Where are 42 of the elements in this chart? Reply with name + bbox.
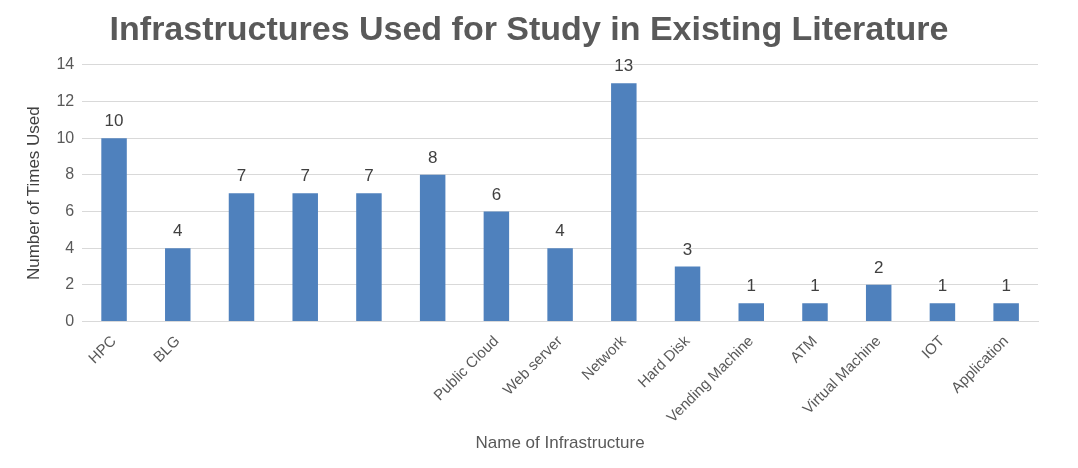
bar: [993, 303, 1019, 321]
x-tick-label: IOT: [917, 331, 948, 362]
y-tick-label: 14: [56, 55, 75, 73]
bar: [165, 248, 191, 321]
bar: [292, 193, 318, 321]
bar: [228, 193, 255, 321]
bar: [802, 303, 828, 321]
y-tick-label: 0: [65, 311, 75, 329]
data-label: 1: [746, 276, 756, 296]
bar: [611, 83, 637, 321]
y-tick-label: 8: [65, 165, 75, 183]
data-label: 7: [364, 166, 374, 186]
data-label: 2: [873, 258, 884, 278]
x-axis-title: Name of Infrastructure: [475, 433, 645, 453]
data-label: 4: [555, 221, 565, 241]
bar: [419, 174, 446, 321]
data-label: 7: [300, 166, 310, 186]
bar: [547, 248, 573, 321]
bar: [738, 303, 764, 321]
y-axis-title: Number of Times Used: [23, 106, 43, 281]
y-tick-label: 4: [65, 238, 75, 256]
bar: [356, 193, 382, 321]
bar: [483, 211, 510, 321]
y-tick-label: 10: [56, 128, 75, 146]
data-label: 1: [937, 276, 948, 296]
y-tick-label: 12: [56, 91, 75, 109]
y-tick-label: 6: [65, 201, 75, 219]
data-label: 13: [614, 56, 634, 76]
data-label: 4: [173, 221, 183, 241]
data-label: 6: [491, 184, 502, 204]
bar: [865, 284, 892, 321]
data-label: 10: [104, 111, 124, 131]
data-label: 1: [810, 276, 820, 296]
bar: [101, 138, 127, 321]
data-label: 8: [427, 148, 438, 167]
data-label: 7: [236, 166, 247, 186]
data-label: 3: [682, 239, 693, 259]
y-tick-label: 2: [65, 275, 75, 293]
bar: [674, 266, 701, 321]
chart-title: Infrastructures Used for Study in Existing Literature: [109, 8, 949, 47]
bar: [929, 303, 956, 321]
data-label: 1: [1001, 276, 1011, 296]
